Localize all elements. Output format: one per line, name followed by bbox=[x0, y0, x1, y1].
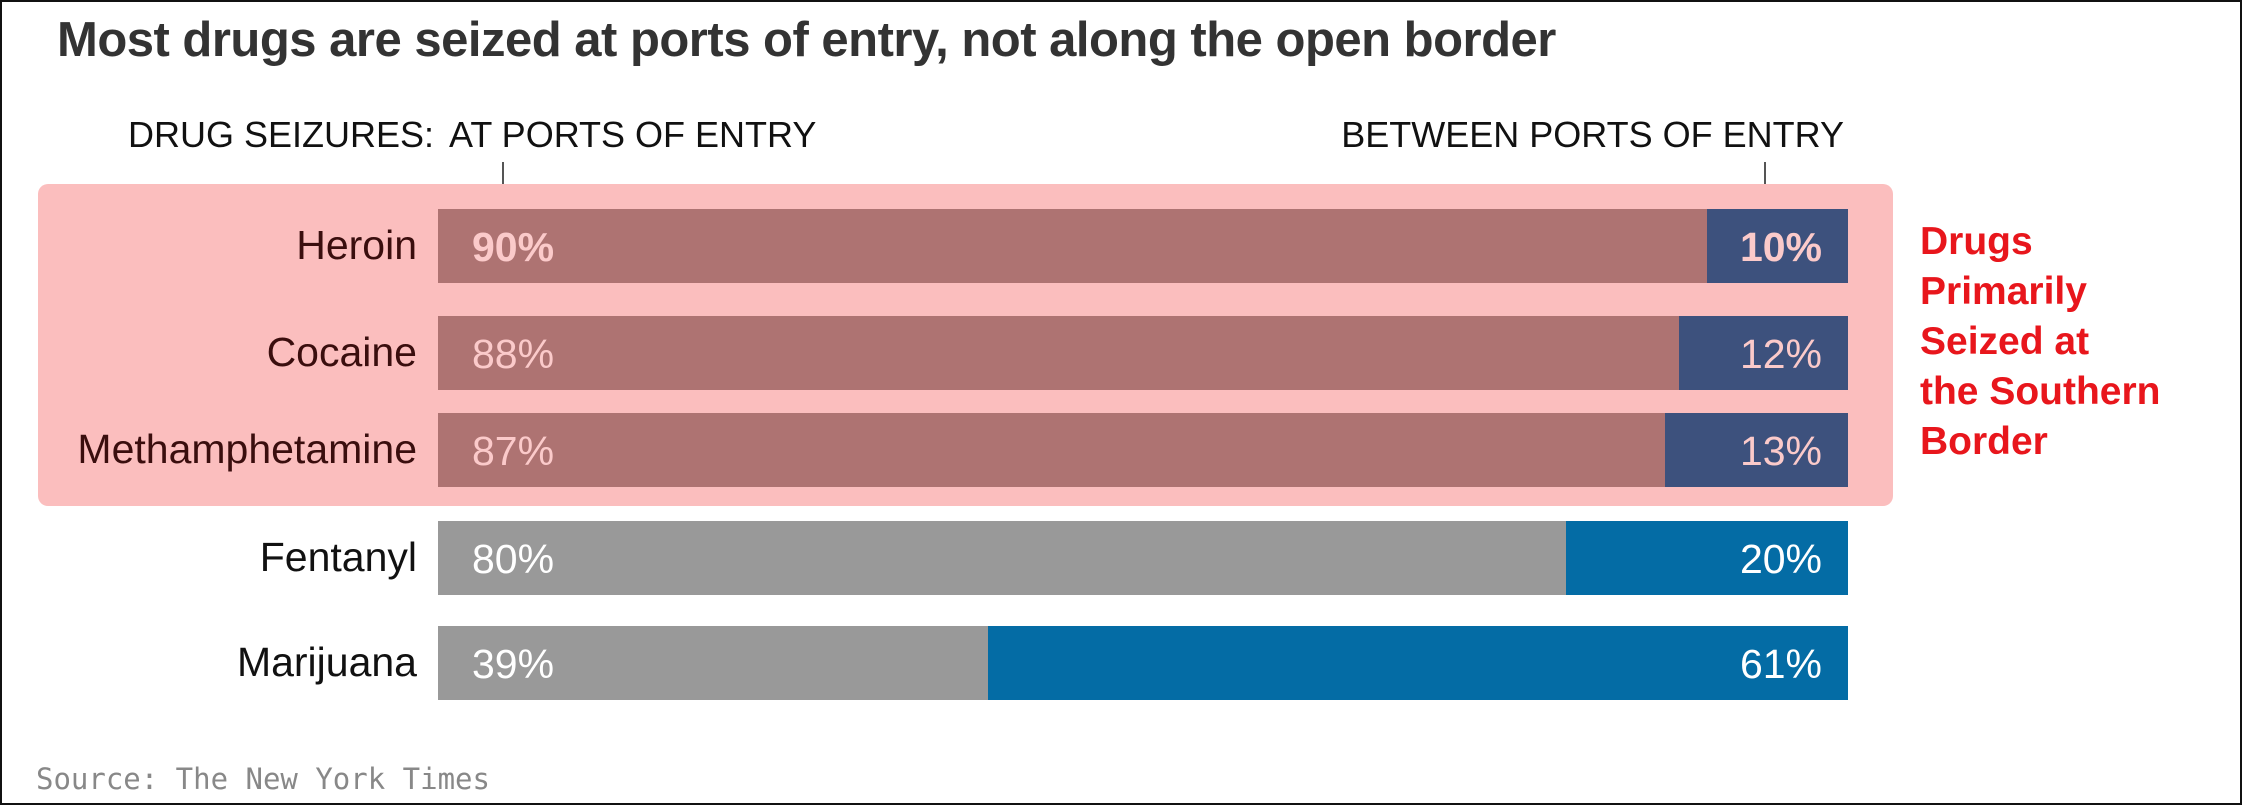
value-label-at-ports: 87% bbox=[472, 428, 555, 474]
value-label-between-ports: 12% bbox=[1739, 331, 1822, 377]
bar-at-ports bbox=[438, 521, 1566, 595]
value-label-between-ports: 61% bbox=[1739, 641, 1822, 687]
bar-between-ports bbox=[1664, 413, 1848, 487]
between-ports-header: BETWEEN PORTS OF ENTRY bbox=[1341, 114, 1844, 155]
value-label-at-ports: 88% bbox=[472, 331, 555, 377]
bar-at-ports bbox=[438, 413, 1665, 487]
bar-at-ports bbox=[438, 209, 1707, 283]
callout-line: Drugs bbox=[1920, 220, 2033, 263]
bar-between-ports bbox=[987, 626, 1848, 700]
value-label-at-ports: 39% bbox=[472, 641, 555, 687]
callout-text: Drugs Primarily Seized at the Southern B… bbox=[1920, 217, 2161, 467]
bar-between-ports bbox=[1707, 209, 1848, 283]
value-label-at-ports: 90% bbox=[472, 224, 555, 270]
bar-between-ports bbox=[1566, 521, 1848, 595]
value-label-at-ports: 80% bbox=[472, 536, 555, 582]
category-label: Cocaine bbox=[266, 329, 417, 375]
category-label: Marijuana bbox=[236, 639, 417, 685]
callout-line: the Southern bbox=[1920, 370, 2161, 413]
bar-between-ports bbox=[1678, 316, 1848, 390]
at-ports-tick bbox=[502, 162, 504, 194]
between-ports-tick bbox=[1764, 162, 1766, 194]
value-label-between-ports: 13% bbox=[1739, 428, 1822, 474]
category-label: Heroin bbox=[296, 222, 417, 268]
at-ports-header: AT PORTS OF ENTRY bbox=[449, 114, 817, 155]
callout-line: Primarily bbox=[1920, 270, 2087, 313]
callout-line: Border bbox=[1920, 420, 2048, 463]
callout-line: Seized at bbox=[1920, 320, 2090, 363]
bar-at-ports bbox=[438, 626, 988, 700]
category-label: Methamphetamine bbox=[77, 426, 417, 472]
value-label-between-ports: 20% bbox=[1739, 536, 1822, 582]
category-label: Fentanyl bbox=[259, 534, 417, 580]
value-label-between-ports: 10% bbox=[1739, 224, 1822, 270]
source-note: Source: The New York Times bbox=[36, 762, 490, 796]
drug-seizures-header: DRUG SEIZURES: bbox=[128, 114, 435, 155]
bar-at-ports bbox=[438, 316, 1679, 390]
chart-title: Most drugs are seized at ports of entry,… bbox=[57, 13, 1556, 67]
